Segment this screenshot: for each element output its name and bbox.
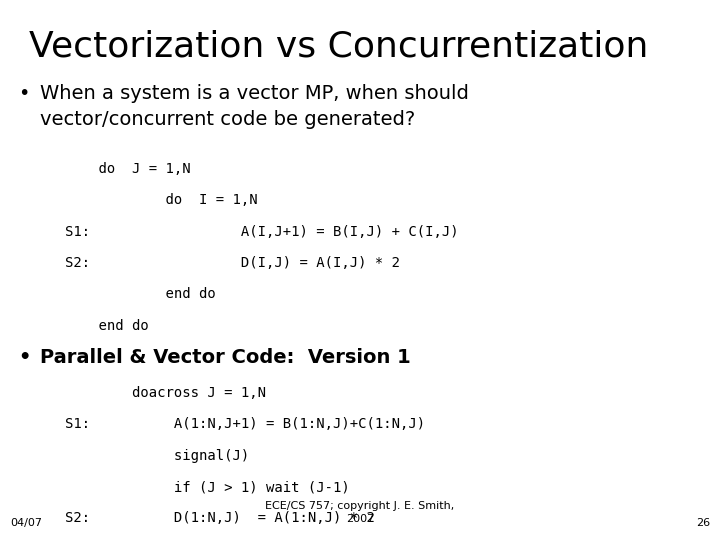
Text: if (J > 1) wait (J-1): if (J > 1) wait (J-1): [65, 480, 349, 494]
Text: •: •: [18, 84, 30, 103]
Text: do  J = 1,N: do J = 1,N: [65, 162, 190, 176]
Text: S1:                  A(I,J+1) = B(I,J) + C(I,J): S1: A(I,J+1) = B(I,J) + C(I,J): [65, 225, 459, 239]
Text: Parallel & Vector Code:  Version 1: Parallel & Vector Code: Version 1: [40, 348, 410, 367]
Text: S1:          A(1:N,J+1) = B(1:N,J)+C(1:N,J): S1: A(1:N,J+1) = B(1:N,J)+C(1:N,J): [65, 417, 425, 431]
Text: •: •: [18, 348, 30, 367]
Text: When a system is a vector MP, when should
vector/concurrent code be generated?: When a system is a vector MP, when shoul…: [40, 84, 469, 129]
Text: do  I = 1,N: do I = 1,N: [65, 193, 258, 207]
Text: ECE/CS 757; copyright J. E. Smith,
2007: ECE/CS 757; copyright J. E. Smith, 2007: [266, 502, 454, 524]
Text: 04/07: 04/07: [10, 518, 42, 528]
Text: S2:          D(1:N,J)  = A(1:N,J) * 2: S2: D(1:N,J) = A(1:N,J) * 2: [65, 511, 374, 525]
Text: end do: end do: [65, 287, 215, 301]
Text: S2:                  D(I,J) = A(I,J) * 2: S2: D(I,J) = A(I,J) * 2: [65, 256, 400, 270]
Text: signal(J): signal(J): [65, 449, 249, 463]
Text: end do: end do: [65, 319, 148, 333]
Text: Vectorization vs Concurrentization: Vectorization vs Concurrentization: [29, 30, 648, 64]
Text: doacross J = 1,N: doacross J = 1,N: [65, 386, 266, 400]
Text: 26: 26: [696, 518, 710, 528]
